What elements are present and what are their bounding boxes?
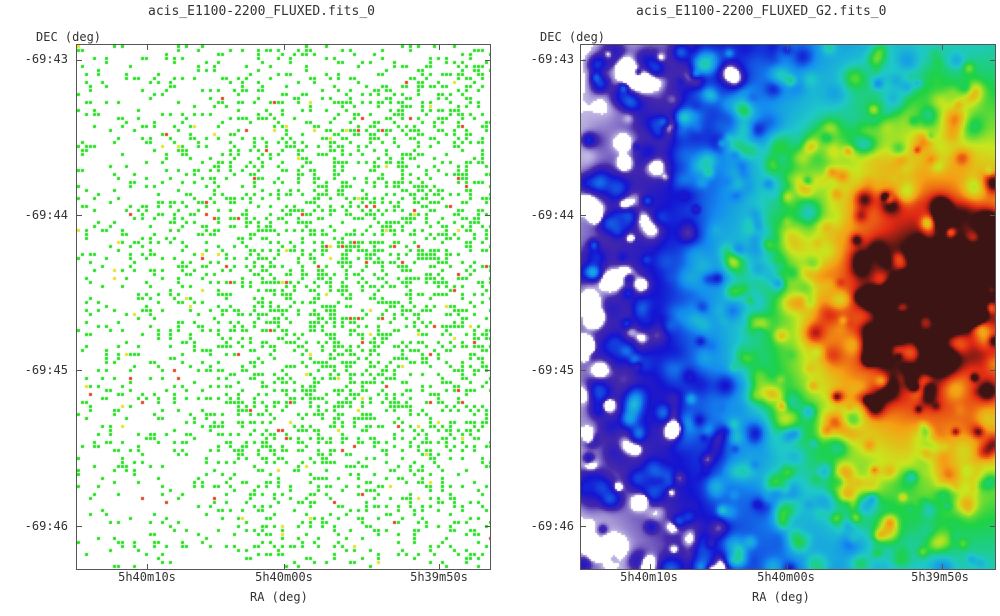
left-image-frame: [76, 44, 491, 570]
axis-tick-mark: [942, 564, 943, 570]
axis-tick-mark: [485, 370, 491, 371]
left-panel-title: acis_E1100-2200_FLUXED.fits_0: [148, 4, 375, 19]
right-y-tick-label: -69:45: [530, 363, 574, 377]
left-y-tick-label: -69:45: [24, 363, 68, 377]
axis-tick-mark: [942, 44, 943, 50]
axis-tick-mark: [990, 215, 996, 216]
axis-tick-mark: [580, 215, 586, 216]
axis-tick-mark: [990, 60, 996, 61]
axis-tick-mark: [147, 564, 148, 570]
axis-tick-mark: [439, 564, 440, 570]
axis-tick-mark: [485, 526, 491, 527]
right-x-tick-label: 5h40m00s: [757, 570, 815, 584]
axis-tick-mark: [580, 526, 586, 527]
right-image-frame: [580, 44, 996, 570]
axis-tick-mark: [580, 60, 586, 61]
right-x-tick-label: 5h39m50s: [911, 570, 969, 584]
axis-tick-mark: [650, 564, 651, 570]
axis-tick-mark: [76, 526, 82, 527]
axis-tick-mark: [990, 526, 996, 527]
right-y-tick-label: -69:43: [530, 52, 574, 66]
axis-tick-mark: [284, 564, 285, 570]
axis-tick-mark: [787, 564, 788, 570]
left-y-tick-label: -69:43: [24, 52, 68, 66]
right-y-tick-label: -69:44: [530, 208, 574, 222]
left-y-axis-label: DEC (deg): [36, 30, 102, 44]
right-y-tick-label: -69:46: [530, 519, 574, 533]
axis-tick-mark: [787, 44, 788, 50]
axis-tick-mark: [990, 370, 996, 371]
right-panel-title: acis_E1100-2200_FLUXED_G2.fits_0: [636, 4, 887, 19]
right-y-axis-label: DEC (deg): [540, 30, 606, 44]
right-smoothed-image: [581, 45, 995, 569]
left-x-tick-label: 5h40m00s: [255, 570, 313, 584]
left-counts-image: [77, 45, 490, 569]
left-x-axis-label: RA (deg): [250, 590, 308, 604]
left-y-tick-label: -69:46: [24, 519, 68, 533]
left-y-tick-label: -69:44: [24, 208, 68, 222]
axis-tick-mark: [580, 370, 586, 371]
right-x-axis-label: RA (deg): [752, 590, 810, 604]
axis-tick-mark: [650, 44, 651, 50]
axis-tick-mark: [76, 60, 82, 61]
axis-tick-mark: [439, 44, 440, 50]
axis-tick-mark: [76, 215, 82, 216]
axis-tick-mark: [147, 44, 148, 50]
axis-tick-mark: [76, 370, 82, 371]
right-x-tick-label: 5h40m10s: [620, 570, 678, 584]
axis-tick-mark: [284, 44, 285, 50]
axis-tick-mark: [485, 60, 491, 61]
left-x-tick-label: 5h39m50s: [410, 570, 468, 584]
axis-tick-mark: [485, 215, 491, 216]
left-x-tick-label: 5h40m10s: [118, 570, 176, 584]
